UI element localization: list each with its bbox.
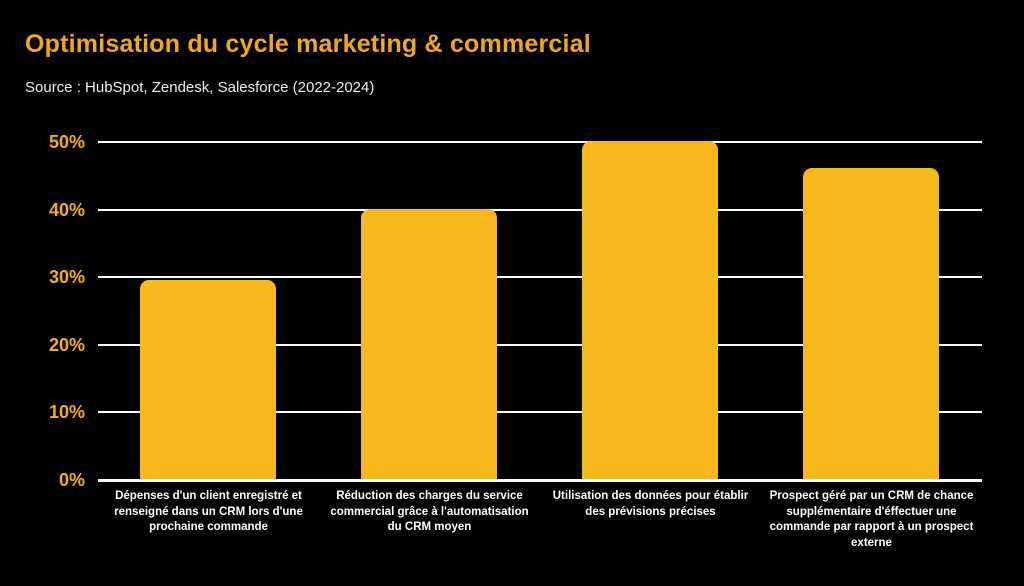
bar-column: [761, 142, 982, 480]
x-category-label: Utilisation des données pour établir des…: [552, 490, 749, 518]
gridline: [98, 411, 982, 414]
bar: [803, 168, 939, 479]
x-category-label: Dépenses d'un client enregistré et rense…: [114, 490, 303, 533]
bar: [582, 141, 718, 479]
y-tick-label: 10%: [48, 402, 85, 423]
plot-area: [98, 141, 982, 482]
x-axis-line: [98, 478, 982, 482]
y-tick-label: 40%: [48, 199, 85, 220]
bar-column: [540, 141, 761, 480]
bar: [361, 208, 497, 479]
y-tick-label: 20%: [48, 334, 85, 355]
x-category-label: Prospect géré par un CRM de chance suppl…: [769, 490, 974, 549]
chart-source: Source : HubSpot, Zendesk, Salesforce (2…: [25, 79, 375, 96]
y-axis: 50% 40% 30% 20% 10% 0%: [0, 0, 87, 586]
y-tick-label: 30%: [48, 267, 85, 288]
gridline: [98, 276, 982, 279]
chart-title: Optimisation du cycle marketing & commer…: [25, 30, 591, 58]
bar-column: [319, 142, 540, 480]
bar: [140, 279, 276, 479]
gridline: [98, 141, 982, 143]
bar-column: [98, 142, 319, 480]
gridline: [98, 343, 982, 346]
x-category-label: Réduction des charges du service commerc…: [330, 490, 529, 533]
gridline: [98, 208, 982, 211]
y-tick-label: 50%: [48, 132, 85, 152]
y-tick-label: 0%: [58, 470, 85, 490]
